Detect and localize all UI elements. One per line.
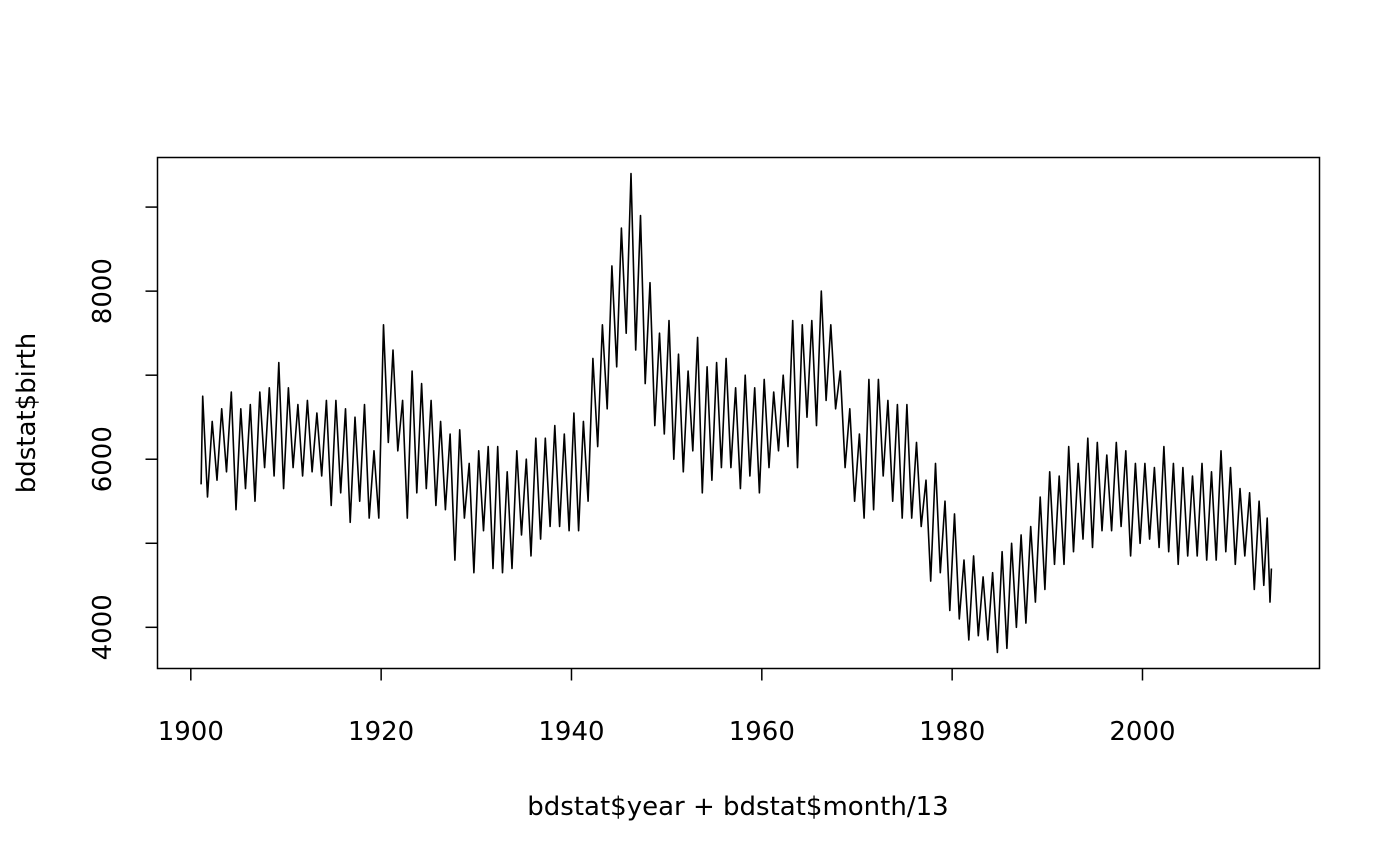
plot-frame (156, 156, 1321, 670)
x-axis-label: bdstat$year + bdstat$month/13 (527, 792, 948, 822)
y-axis: 4000 6000 8000 (88, 206, 158, 660)
x-tick-label: 1900 (158, 717, 224, 747)
y-axis-label: bdstat$birth (12, 333, 42, 494)
series-line (200, 172, 1273, 654)
x-tick-label: 1980 (919, 717, 985, 747)
y-tick-label: 4000 (88, 594, 118, 660)
x-tick-label: 1920 (348, 717, 414, 747)
y-tick-label: 6000 (88, 426, 118, 492)
x-axis: 1900 1920 1940 1960 1980 2000 (158, 668, 1176, 747)
x-tick-label: 1940 (538, 717, 604, 747)
x-tick-label: 1960 (729, 717, 795, 747)
y-tick-label: 8000 (88, 258, 118, 324)
x-tick-label: 2000 (1109, 717, 1175, 747)
